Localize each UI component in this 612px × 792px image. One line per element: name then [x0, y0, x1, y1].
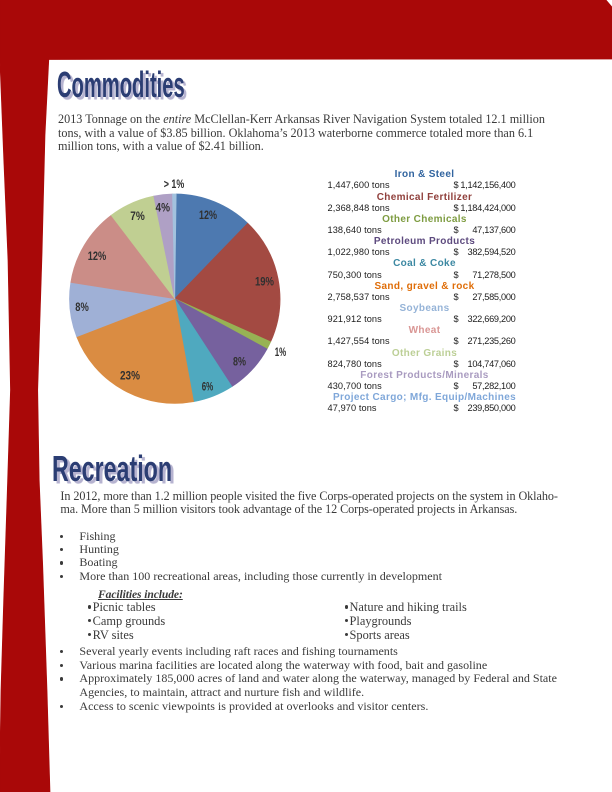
svg-text:1%: 1%	[275, 347, 287, 359]
svg-text:6%: 6%	[202, 382, 214, 394]
svg-text:4%: 4%	[156, 203, 171, 215]
svg-text:8%: 8%	[75, 302, 89, 314]
svg-text:7%: 7%	[130, 211, 145, 223]
svg-text:8%: 8%	[233, 357, 246, 369]
svg-text:12%: 12%	[199, 210, 217, 222]
svg-text:12%: 12%	[88, 251, 107, 263]
svg-text:19%: 19%	[255, 277, 274, 289]
svg-text:> 1%: > 1%	[164, 179, 185, 191]
svg-text:23%: 23%	[120, 371, 140, 383]
